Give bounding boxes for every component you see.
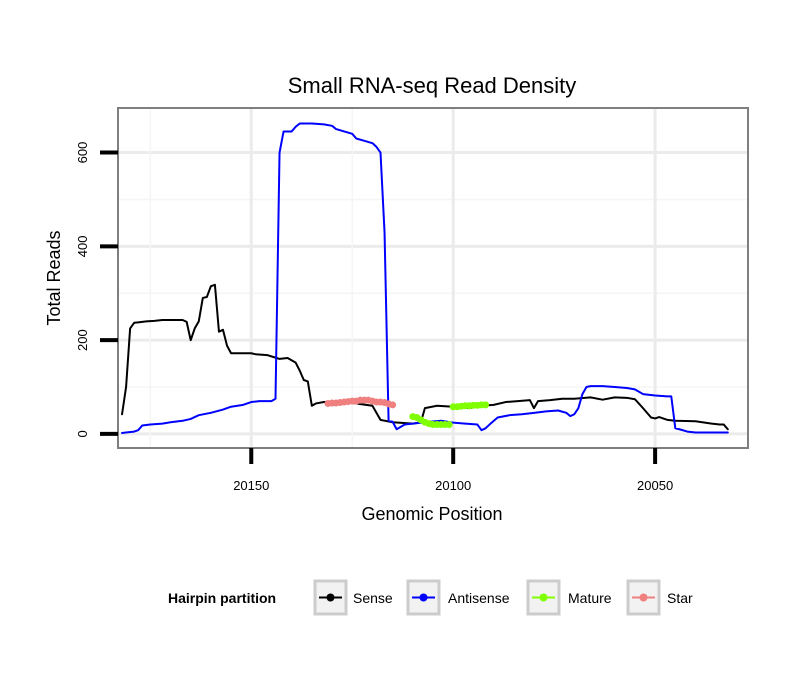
data-point-star — [389, 401, 397, 409]
y-tick-label: 0 — [75, 430, 90, 437]
y-axis-ticks: 0 200 400 600 — [75, 142, 118, 438]
plot-panel — [118, 108, 748, 448]
legend-item-star: Star — [626, 579, 693, 616]
x-tick-label: 20050 — [637, 478, 673, 493]
data-point-mature — [482, 401, 489, 409]
x-tick-label: 20100 — [435, 478, 471, 493]
y-tick-label: 400 — [75, 235, 90, 257]
legend-key-point — [326, 593, 335, 602]
legend-item-mature: Mature — [526, 579, 612, 616]
data-series — [121, 122, 729, 434]
legend-key-point — [539, 593, 548, 602]
legend-item-sense: Sense — [313, 579, 393, 616]
legend-label: Sense — [353, 590, 393, 606]
legend-key-point — [419, 593, 428, 602]
legend-title: Hairpin partition — [168, 590, 276, 606]
y-axis-label: Total Reads — [44, 230, 64, 325]
chart-title: Small RNA-seq Read Density — [288, 73, 577, 98]
legend-item-antisense: Antisense — [406, 579, 510, 616]
x-tick-label: 20150 — [233, 478, 269, 493]
x-axis-ticks: 20150 20100 20050 — [233, 448, 673, 493]
data-point-mature — [445, 421, 453, 429]
legend: Hairpin partition Sense Antisense Mature St… — [168, 579, 693, 616]
plot-border — [117, 107, 749, 449]
x-axis-label: Genomic Position — [361, 504, 502, 524]
y-tick-label: 600 — [75, 142, 90, 164]
legend-label: Antisense — [448, 590, 510, 606]
y-tick-label: 200 — [75, 329, 90, 351]
legend-label: Star — [667, 590, 693, 606]
series-line-antisense — [121, 122, 729, 434]
gridlines — [118, 108, 748, 448]
legend-key-point — [639, 593, 648, 602]
legend-label: Mature — [568, 590, 612, 606]
